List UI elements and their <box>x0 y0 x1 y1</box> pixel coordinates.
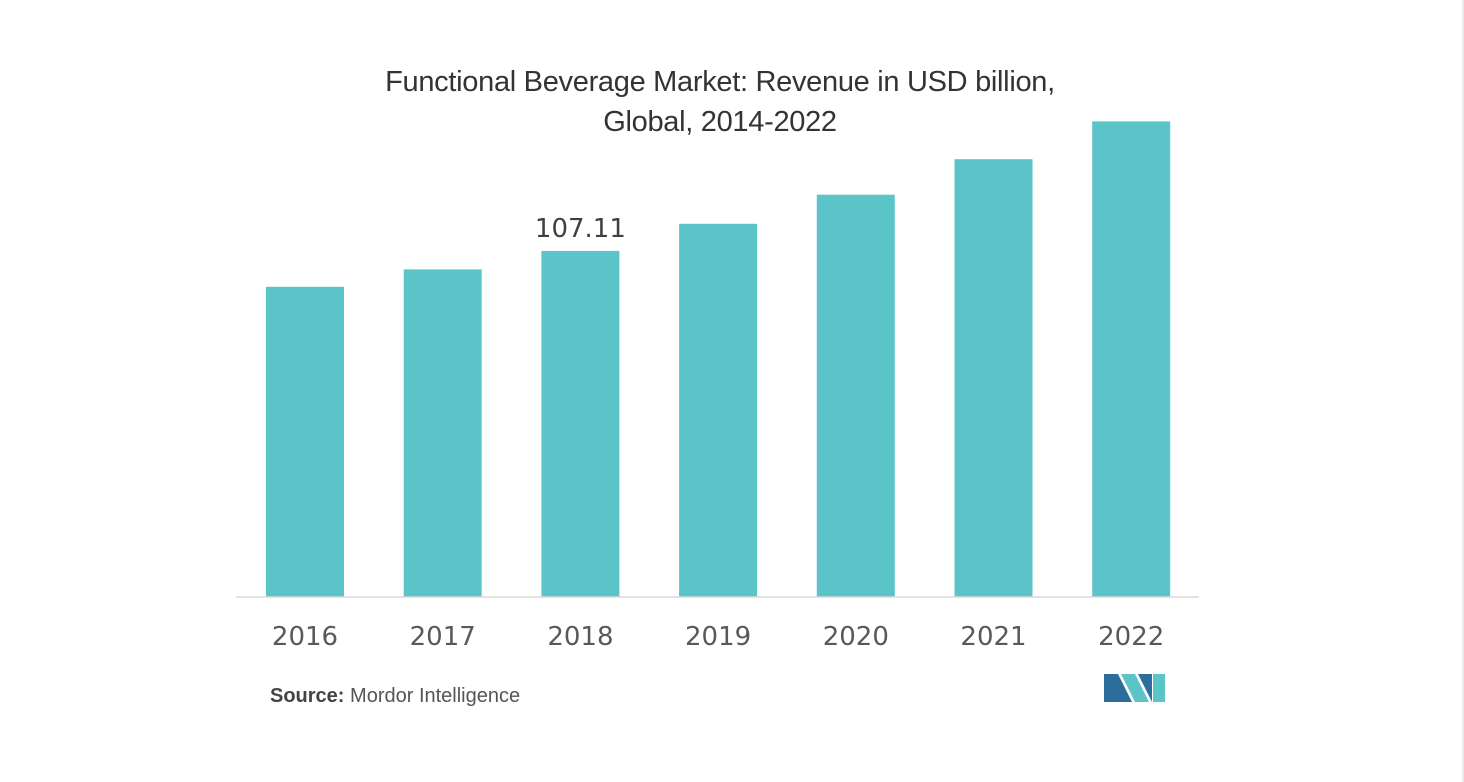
labels-group: 2016 2017 2018 107.11 2019 2020 2021 2022 <box>272 214 1164 652</box>
x-tick-label-2021: 2021 <box>960 622 1026 652</box>
card-edge <box>1462 0 1464 782</box>
bar-2021 <box>954 159 1033 597</box>
data-label-2018: 107.11 <box>535 214 626 244</box>
source-label: Source: <box>270 685 345 707</box>
chart-title-line-2: Global, 2014-2022 <box>603 106 837 138</box>
bar-2019 <box>679 223 758 598</box>
x-tick-label-2018: 2018 <box>547 622 613 652</box>
x-tick-label-2017: 2017 <box>410 622 476 652</box>
chart-title-line-1: Functional Beverage Market: Revenue in U… <box>385 66 1055 98</box>
bar-2016 <box>266 286 344 597</box>
x-tick-label-2016: 2016 <box>272 622 338 652</box>
bars-group <box>266 121 1171 598</box>
x-tick-label-2022: 2022 <box>1098 622 1164 652</box>
bar-2022 <box>1092 121 1171 598</box>
bar-2020 <box>816 194 895 597</box>
x-tick-label-2019: 2019 <box>685 622 751 652</box>
source-text: Mordor Intelligence <box>350 685 521 707</box>
source-note: Source: Mordor Intelligence <box>270 685 520 708</box>
chart-title: Functional Beverage Market: Revenue in U… <box>230 62 1210 142</box>
x-tick-label-2020: 2020 <box>823 622 889 652</box>
bar-2017 <box>403 269 482 597</box>
bar-2018 <box>541 250 620 597</box>
mordor-logo-icon <box>1104 674 1165 702</box>
